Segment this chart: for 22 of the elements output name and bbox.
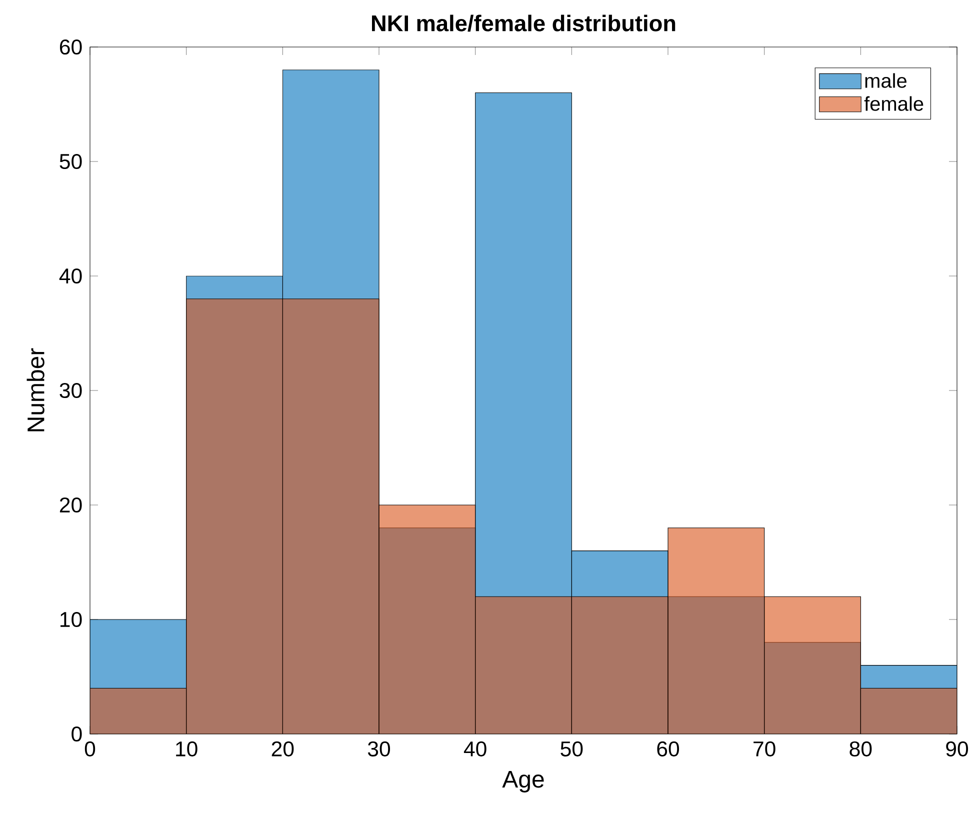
chart-title: NKI male/female distribution: [372, 14, 676, 32]
x-tick-label: 10: [176, 741, 198, 756]
legend-label: female: [864, 96, 924, 111]
y-tick-label: 20: [60, 497, 82, 513]
y-tick-label: 50: [60, 154, 82, 170]
x-tick-label: 70: [754, 741, 776, 756]
x-tick-label: 20: [272, 741, 294, 756]
x-tick-label: 90: [946, 741, 968, 756]
y-tick-label: 30: [60, 382, 82, 398]
x-tick-label: 80: [850, 741, 872, 756]
x-tick-label: 50: [560, 741, 583, 756]
y-tick-label: 60: [60, 39, 82, 55]
y-axis-title: Number: [26, 348, 44, 432]
legend-label: male: [865, 73, 906, 88]
x-tick-label: 30: [368, 741, 390, 756]
y-tick-label: 40: [59, 268, 82, 284]
x-tick-label: 60: [657, 741, 680, 756]
x-axis-title: Age: [502, 770, 544, 792]
x-tick-label: 0: [84, 741, 96, 756]
y-tick-label: 10: [60, 612, 82, 628]
x-tick-label: 40: [464, 741, 486, 756]
y-tick-label: 0: [72, 726, 82, 742]
